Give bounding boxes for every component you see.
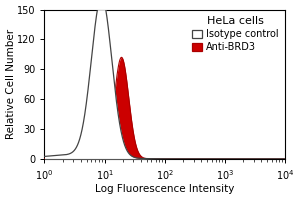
Y-axis label: Relative Cell Number: Relative Cell Number [6,29,16,139]
Legend: Isotype control, Anti-BRD3: Isotype control, Anti-BRD3 [190,14,280,54]
X-axis label: Log Fluorescence Intensity: Log Fluorescence Intensity [95,184,235,194]
